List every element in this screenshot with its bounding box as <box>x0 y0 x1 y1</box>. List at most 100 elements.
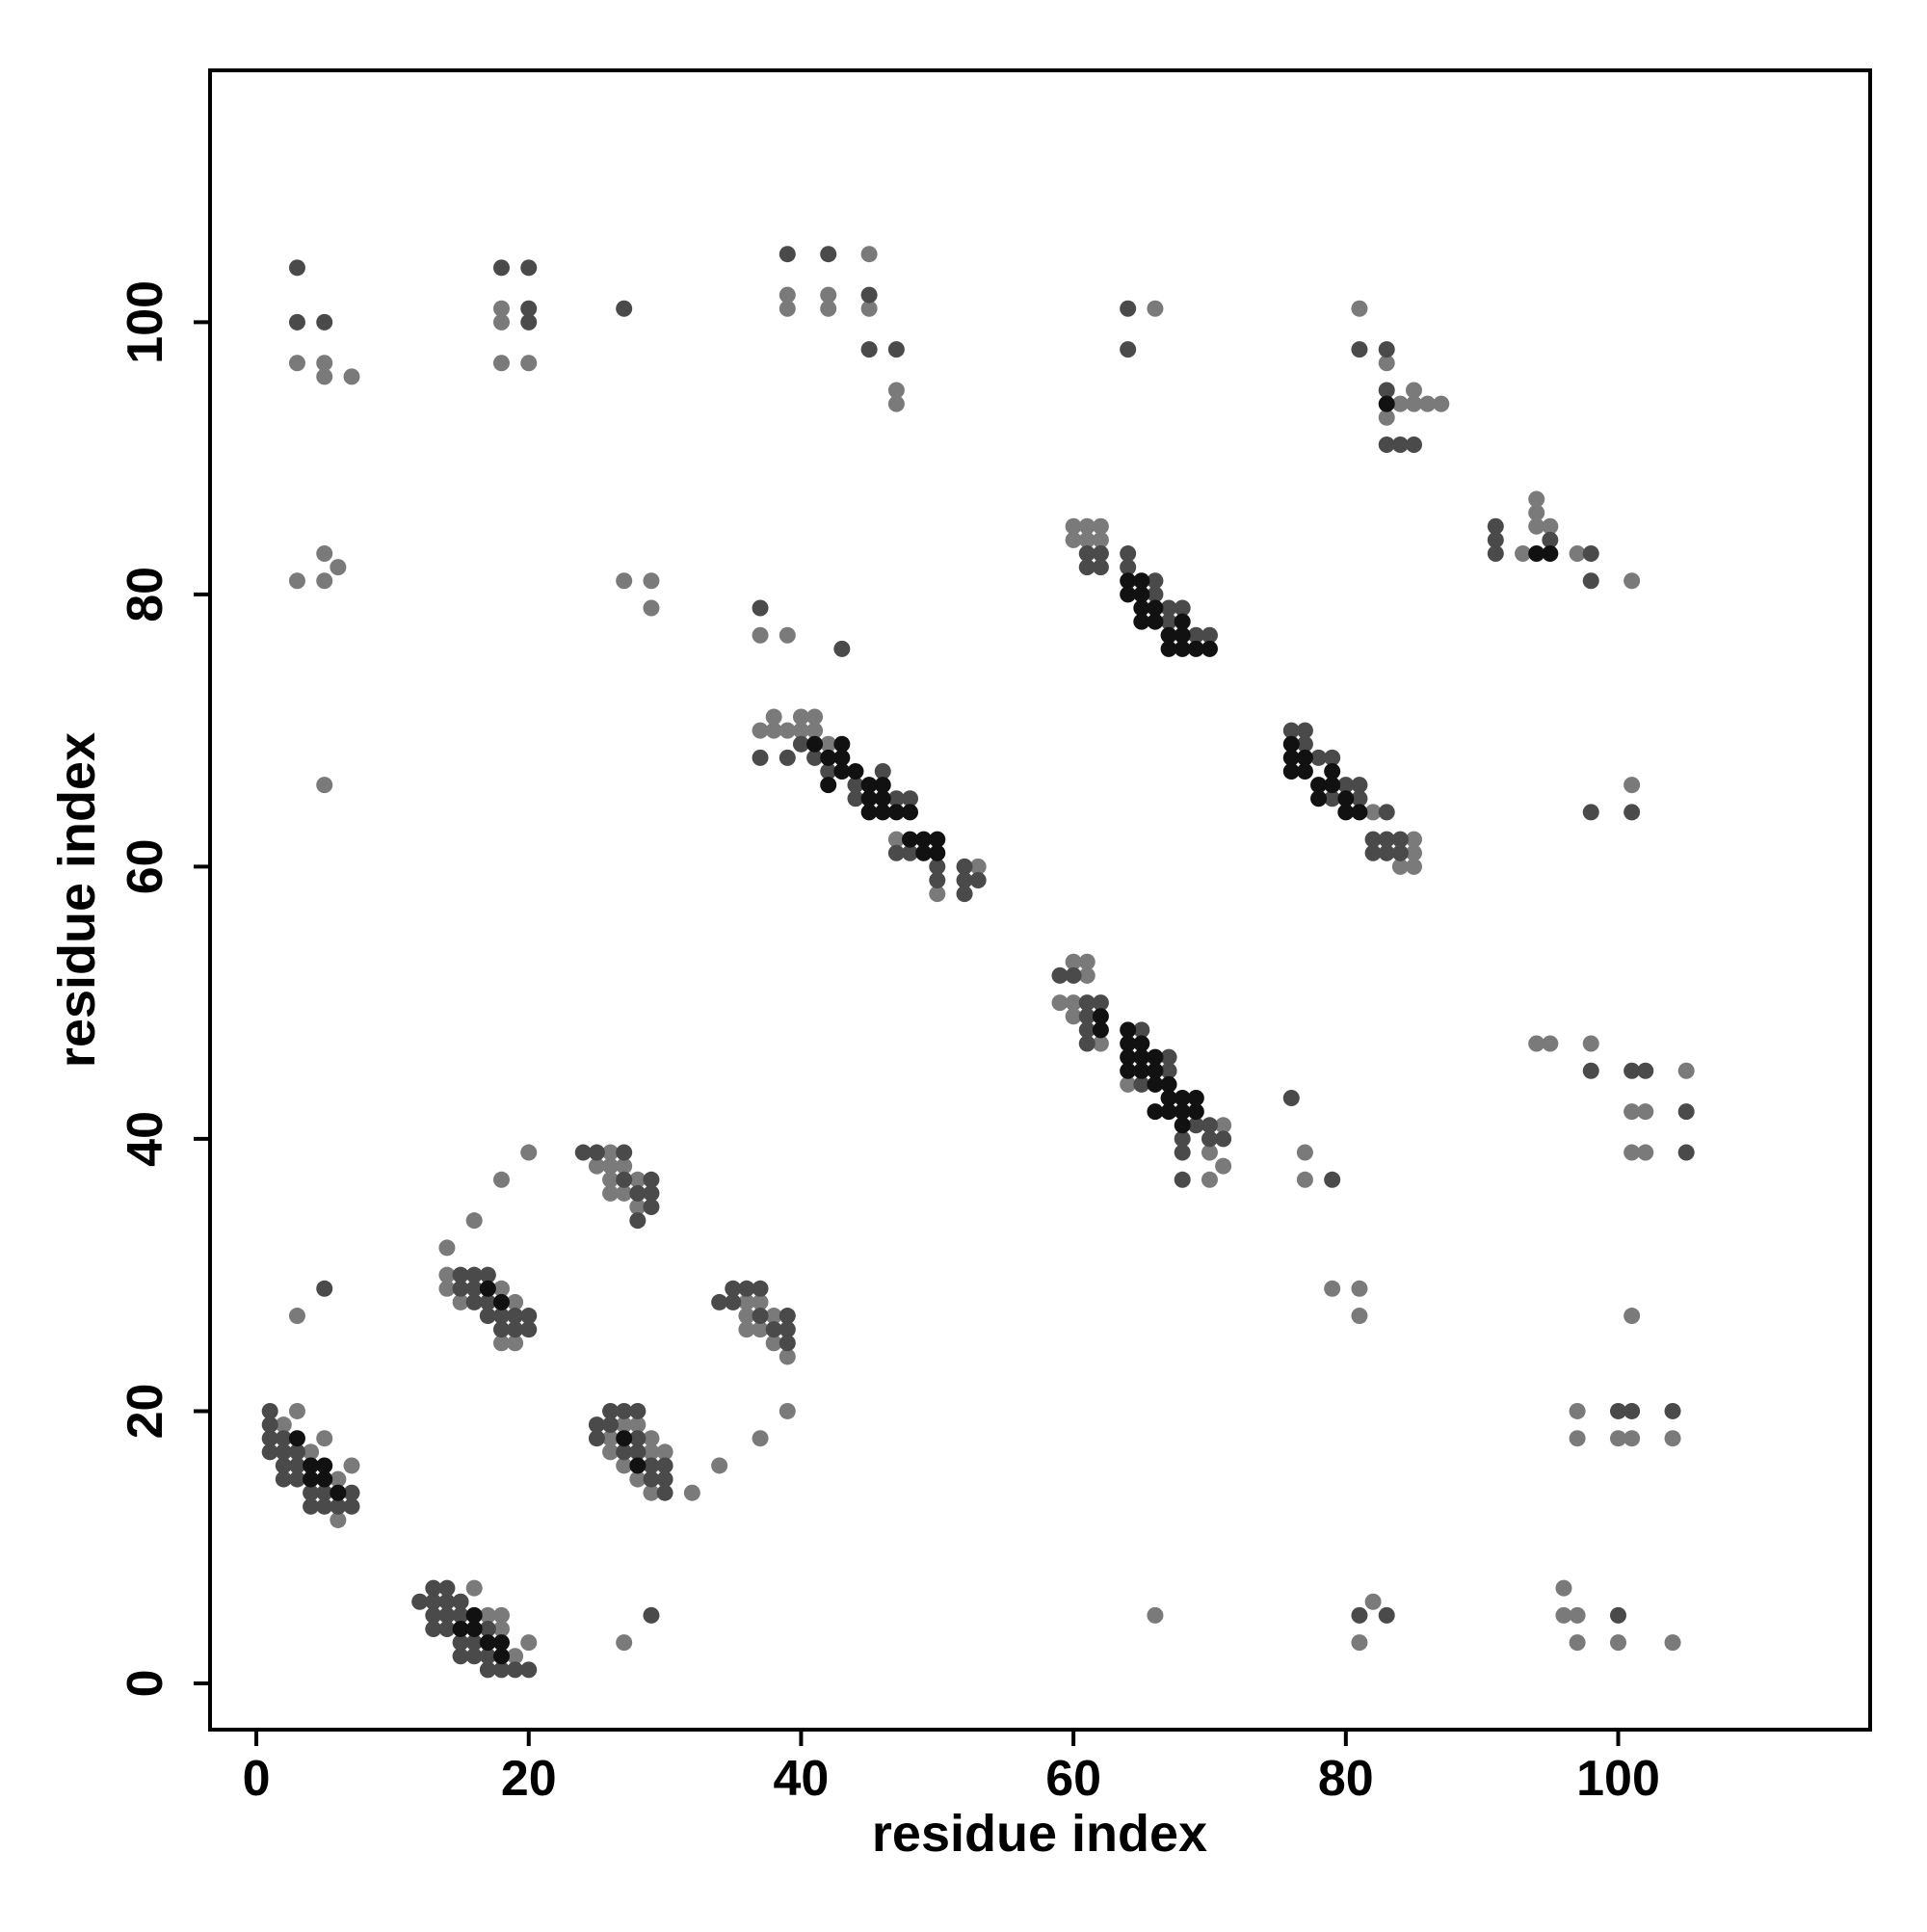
point <box>588 1144 605 1161</box>
point <box>833 749 851 766</box>
point <box>288 355 305 372</box>
point <box>779 1321 796 1338</box>
point <box>902 804 919 821</box>
point <box>520 1634 538 1652</box>
y-axis-title: residue index <box>48 732 106 1068</box>
point <box>887 790 905 807</box>
point <box>765 1335 782 1352</box>
point <box>643 1171 660 1188</box>
point <box>316 313 333 331</box>
point <box>847 763 864 781</box>
point <box>1092 1008 1109 1025</box>
point <box>1405 858 1422 875</box>
point <box>288 1308 305 1325</box>
point <box>779 1348 796 1365</box>
point <box>452 1293 469 1310</box>
point <box>616 1430 633 1447</box>
point <box>1351 1308 1368 1325</box>
point <box>465 1212 483 1230</box>
point <box>275 1443 292 1461</box>
point <box>261 1402 278 1419</box>
point <box>492 300 510 317</box>
point <box>492 1661 510 1679</box>
point <box>1324 1280 1341 1297</box>
point <box>752 1280 769 1297</box>
point <box>316 1280 333 1297</box>
point <box>1324 790 1341 807</box>
point <box>275 1457 292 1474</box>
point <box>602 1157 620 1175</box>
point <box>847 790 864 807</box>
point <box>1378 341 1395 358</box>
point <box>1528 517 1545 535</box>
point <box>779 1335 796 1352</box>
point <box>1351 777 1368 794</box>
point <box>1542 1035 1559 1052</box>
point <box>1351 300 1368 317</box>
point <box>275 1430 292 1447</box>
point <box>1310 749 1328 766</box>
point <box>588 1157 605 1175</box>
point <box>1133 599 1150 617</box>
point <box>860 777 878 794</box>
point <box>1569 1606 1586 1624</box>
point <box>1677 1103 1695 1121</box>
point <box>1133 1048 1150 1066</box>
point <box>316 572 333 590</box>
y-tick-label: 40 <box>118 1111 173 1167</box>
point <box>1405 844 1422 861</box>
point <box>616 1416 633 1434</box>
point <box>616 1634 633 1652</box>
point <box>929 858 946 875</box>
point <box>425 1606 442 1624</box>
point <box>1582 572 1599 590</box>
point <box>330 1484 347 1501</box>
point <box>1623 1402 1641 1419</box>
point <box>1133 572 1150 590</box>
point <box>874 763 891 781</box>
point <box>507 1648 524 1665</box>
point <box>303 1457 320 1474</box>
point <box>1133 1075 1150 1093</box>
point <box>492 1280 510 1297</box>
plot-frame <box>208 68 1872 1732</box>
x-tick-label: 40 <box>774 1751 830 1807</box>
point <box>725 1293 742 1310</box>
point <box>479 1293 496 1310</box>
point <box>1405 436 1422 453</box>
point <box>915 844 933 861</box>
point <box>1623 804 1641 821</box>
point <box>752 1321 769 1338</box>
x-tick-label: 80 <box>1318 1751 1374 1807</box>
point <box>343 1497 360 1515</box>
point <box>643 1430 660 1447</box>
point <box>492 313 510 331</box>
point <box>479 1308 496 1325</box>
point <box>452 1280 469 1297</box>
point <box>643 599 660 617</box>
point <box>452 1648 469 1665</box>
point <box>860 341 878 358</box>
point <box>820 763 837 781</box>
point <box>1120 572 1137 590</box>
point <box>275 1470 292 1488</box>
point <box>1528 490 1545 508</box>
point <box>1174 599 1191 617</box>
point <box>1092 994 1109 1012</box>
x-tick-label: 0 <box>243 1751 271 1807</box>
point <box>1405 382 1422 399</box>
point <box>1120 1075 1137 1093</box>
point <box>1555 1579 1572 1597</box>
point <box>1282 749 1300 766</box>
point <box>1120 300 1137 317</box>
point <box>887 382 905 399</box>
point <box>643 1184 660 1202</box>
point <box>1378 804 1395 821</box>
point <box>1065 966 1082 984</box>
point <box>1528 1035 1545 1052</box>
point <box>1160 1103 1177 1121</box>
point <box>520 259 538 277</box>
point <box>288 1457 305 1474</box>
